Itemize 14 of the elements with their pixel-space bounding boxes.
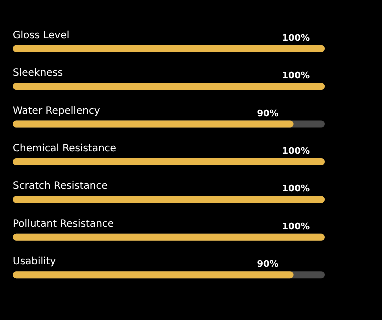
data-label: 90%	[257, 260, 279, 270]
y-tick-label: Water Repellency	[13, 106, 100, 117]
data-label: 100%	[282, 34, 310, 44]
data-label: 100%	[282, 222, 310, 232]
y-tick-label: Pollutant Resistance	[13, 218, 114, 230]
data-label: 100%	[282, 147, 310, 157]
data-label: 100%	[282, 72, 310, 82]
y-tick-label: Scratch Resistance	[13, 181, 108, 192]
y-tick-label: Chemical Resistance	[13, 144, 116, 154]
data-label: 100%	[282, 184, 310, 195]
y-tick-label: Gloss Level	[13, 30, 70, 42]
y-tick-label: Usability	[13, 256, 56, 268]
y-tick-label: Sleekness	[13, 68, 64, 80]
data-label: 90%	[257, 109, 279, 120]
